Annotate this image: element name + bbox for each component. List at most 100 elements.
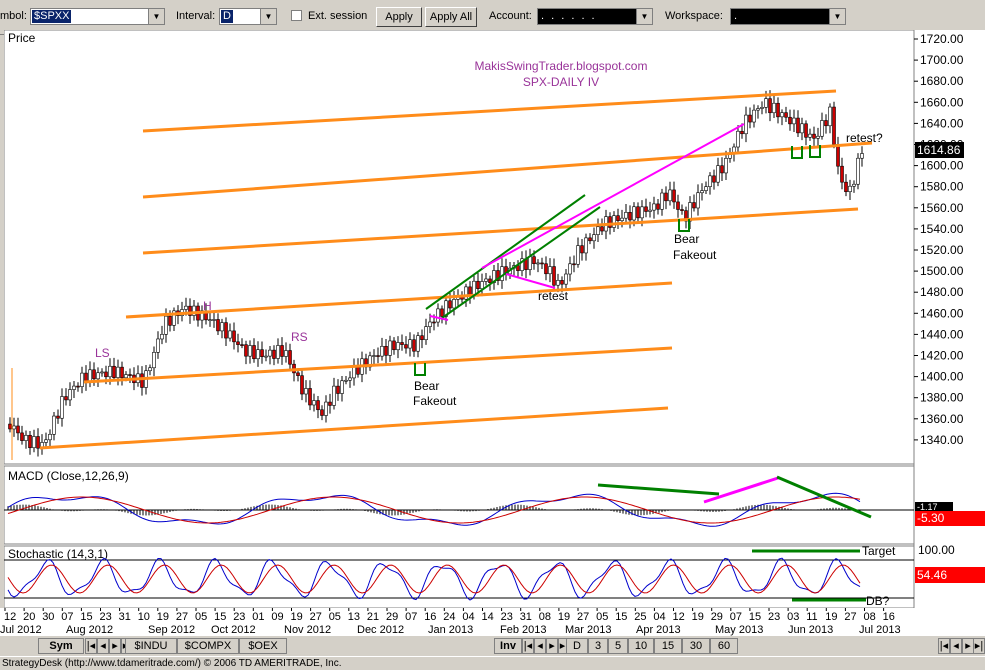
candle-body — [644, 206, 648, 212]
candle-body — [596, 226, 600, 235]
tab-interval-3[interactable]: 3 — [588, 638, 608, 654]
candle-body — [64, 396, 68, 401]
account-value[interactable]: . . . . . . — [541, 10, 597, 22]
tab-interval-60[interactable]: 60 — [710, 638, 738, 654]
tab-sym[interactable]: Sym — [38, 638, 84, 654]
chevron-down-icon[interactable]: ▼ — [260, 9, 276, 24]
candle-body — [232, 330, 236, 343]
x-day-label: 04 — [462, 611, 474, 623]
bracket-marker — [678, 219, 690, 232]
chevron-down-icon[interactable]: ▼ — [829, 9, 845, 24]
tab-interval-d[interactable]: D — [566, 638, 588, 654]
nav-first-icon[interactable]: |◂ — [85, 638, 97, 654]
tab-interval-5[interactable]: 5 — [608, 638, 628, 654]
x-day-label: 29 — [711, 611, 723, 623]
stoch-value-box — [915, 567, 985, 583]
y-tick-label: 1440.00 — [920, 327, 964, 341]
workspace-combo[interactable]: . ▼ — [730, 8, 846, 25]
candle-body — [388, 340, 392, 356]
candle-body — [416, 335, 420, 352]
x-day-label: 31 — [119, 611, 131, 623]
tab-indu[interactable]: $INDU — [125, 638, 177, 654]
last-price-box — [915, 142, 964, 158]
channel-line — [39, 406, 669, 450]
candle-body — [248, 345, 252, 357]
x-month-label: Jul 2012 — [0, 624, 42, 636]
x-day-label: 24 — [443, 611, 455, 623]
symbol-combo[interactable]: $SPXX ▼ — [30, 8, 165, 25]
workspace-value[interactable]: . — [734, 10, 738, 22]
candle-body — [708, 175, 712, 188]
bracket-marker — [414, 363, 426, 376]
nav-first-icon[interactable]: |◂ — [938, 638, 950, 654]
candle-body — [568, 263, 572, 275]
candle-body — [104, 371, 108, 378]
fakeout-label: Fakeout — [673, 248, 717, 262]
tab-interval-15[interactable]: 15 — [654, 638, 682, 654]
checkbox-icon[interactable] — [291, 10, 302, 21]
tab-compx[interactable]: $COMPX — [177, 638, 239, 654]
y-tick-label: 1500.00 — [920, 264, 964, 278]
candle-body — [612, 215, 616, 228]
candle-body — [216, 319, 220, 332]
interval-combo[interactable]: D ▼ — [219, 8, 277, 25]
candle-body — [588, 237, 592, 242]
candle-body — [716, 165, 720, 183]
candle-body — [520, 258, 524, 271]
candle-body — [500, 266, 504, 281]
candle-body — [224, 322, 228, 339]
x-day-label: 23 — [768, 611, 780, 623]
tab-oex[interactable]: $OEX — [239, 638, 287, 654]
x-month-label: Jan 2013 — [428, 624, 473, 636]
candle-body — [848, 185, 852, 193]
candle-body — [372, 355, 376, 357]
nav-next-icon[interactable]: ▸ — [546, 638, 558, 654]
x-day-label: 04 — [653, 611, 665, 623]
y-tick-label: 1360.00 — [920, 412, 964, 426]
nav-prev-icon[interactable]: ◂ — [97, 638, 109, 654]
candle-body — [464, 286, 468, 300]
candle-body — [424, 326, 428, 341]
nav-next-icon[interactable]: ▸ — [109, 638, 121, 654]
candle-body — [808, 133, 812, 138]
chart-area[interactable]: Price MakisSwingTrader.blogspot.com SPX-… — [3, 29, 985, 609]
candle-body — [752, 109, 756, 123]
candle-body — [256, 349, 260, 360]
channel-line — [83, 346, 673, 384]
candle-body — [592, 234, 596, 242]
apply-button[interactable]: Apply — [376, 7, 422, 27]
candle-body — [260, 349, 264, 358]
candle-body — [652, 203, 656, 211]
tab-inv[interactable]: Inv — [494, 638, 522, 654]
chevron-down-icon[interactable]: ▼ — [148, 9, 164, 24]
candle-body — [220, 322, 224, 332]
candle-body — [532, 256, 536, 265]
x-day-label: 14 — [482, 611, 494, 623]
candle-body — [528, 256, 532, 270]
macd-value-box-top — [915, 502, 953, 511]
candle-body — [44, 439, 48, 443]
chevron-down-icon[interactable]: ▼ — [636, 9, 652, 24]
candle-body — [264, 355, 268, 358]
y-tick-label: 1380.00 — [920, 391, 964, 405]
interval-label: Interval: — [176, 10, 216, 22]
nav-prev-icon[interactable]: ◂ — [534, 638, 546, 654]
blog-text: MakisSwingTrader.blogspot.com — [475, 59, 648, 73]
price-annotations: LS H RS Bear Fakeout retest Bear Fakeout… — [95, 131, 883, 408]
symbol-value[interactable]: $SPXX — [32, 10, 72, 23]
nav-last-icon[interactable]: ▸| — [973, 638, 985, 654]
interval-value[interactable]: D — [221, 10, 233, 23]
account-combo[interactable]: . . . . . . ▼ — [537, 8, 653, 25]
tab-interval-10[interactable]: 10 — [628, 638, 654, 654]
chart-svg[interactable]: Price MakisSwingTrader.blogspot.com SPX-… — [3, 29, 985, 609]
candle-body — [764, 98, 768, 108]
apply-all-button[interactable]: Apply All — [425, 7, 477, 27]
channel-lines — [39, 89, 873, 450]
db-label: DB? — [866, 594, 890, 608]
nav-first-icon[interactable]: |◂ — [522, 638, 534, 654]
candle-body — [116, 366, 120, 378]
tab-interval-30[interactable]: 30 — [682, 638, 710, 654]
nav-prev-icon[interactable]: ◂ — [950, 638, 962, 654]
x-day-label: 29 — [386, 611, 398, 623]
magenta-trendline — [481, 123, 745, 269]
